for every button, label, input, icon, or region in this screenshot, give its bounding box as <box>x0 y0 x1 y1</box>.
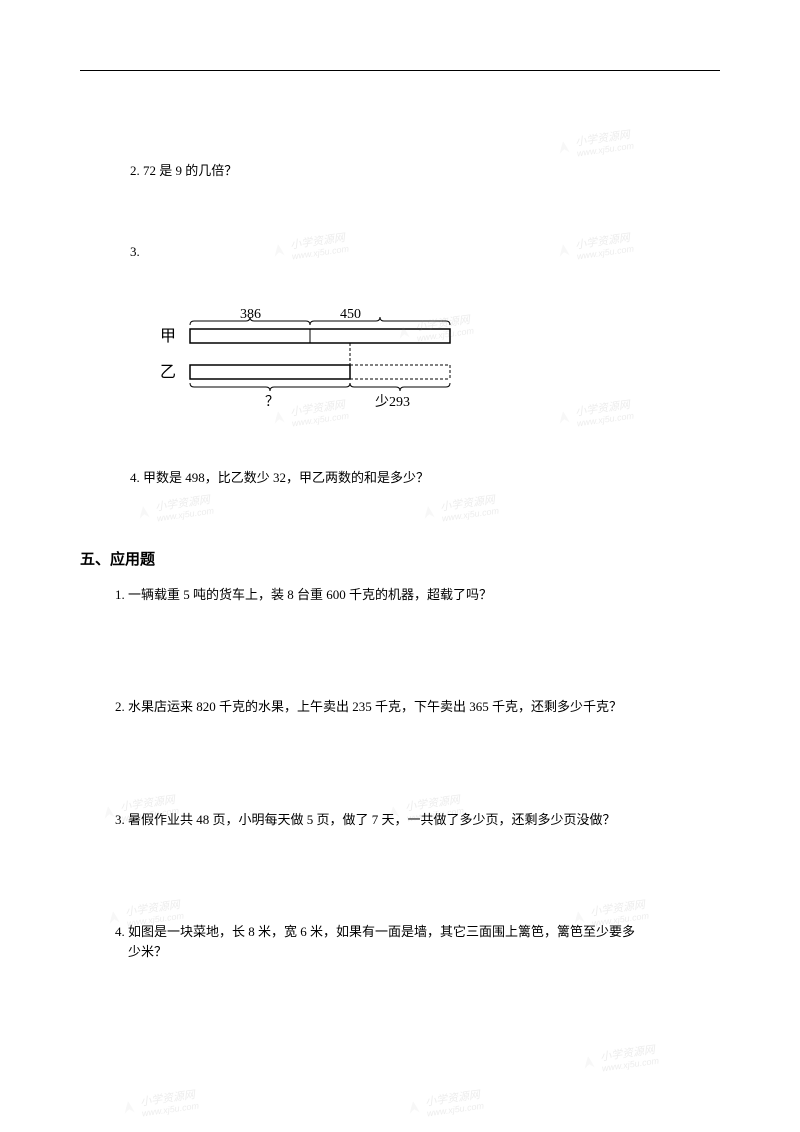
app-question-2: 2. 水果店运来 820 千克的水果，上午卖出 235 千克，下午卖出 365 … <box>115 696 720 718</box>
jia-bar <box>190 329 450 343</box>
app-question-3: 3. 暑假作业共 48 页，小明每天做 5 页，做了 7 天，一共做了多少页，还… <box>115 809 720 831</box>
watermark: 小学资源网 www.xj5u.com <box>554 130 635 163</box>
bar-diagram: 386 450 甲 乙 ？ 少293 <box>140 303 720 428</box>
diagram-jia-label: 甲 <box>160 328 176 345</box>
section-5-header: 五、应用题 <box>80 548 720 569</box>
diagram-svg: 386 450 甲 乙 ？ 少293 <box>140 303 470 423</box>
diagram-yi-label: 乙 <box>160 364 176 381</box>
top-divider <box>80 70 720 71</box>
yi-bar <box>190 365 350 379</box>
question-2: 2. 72 是 9 的几倍？ <box>130 161 720 182</box>
app-question-1: 1. 一辆载重 5 吨的货车上，装 8 台重 600 千克的机器，超载了吗？ <box>115 584 720 606</box>
watermark: 小学资源网 www.xj5u.com <box>119 1090 200 1123</box>
brace-shao <box>350 383 450 391</box>
watermark: 小学资源网 www.xj5u.com <box>579 1045 660 1078</box>
question-4: 4. 甲数是 498，比乙数少 32，甲乙两数的和是多少？ <box>130 468 720 489</box>
watermark: 小学资源网 www.xj5u.com <box>134 495 215 528</box>
app-q4-line1: 4. 如图是一块菜地，长 8 米，宽 6 米，如果有一面是墙，其它三面围上篱笆，… <box>115 924 635 939</box>
app-question-4: 4. 如图是一块菜地，长 8 米，宽 6 米，如果有一面是墙，其它三面围上篱笆，… <box>115 921 720 943</box>
watermark: 小学资源网 www.xj5u.com <box>404 1090 485 1123</box>
diagram-label-450: 450 <box>340 307 361 322</box>
diagram-question-mark: ？ <box>265 395 279 410</box>
watermark: 小学资源网 www.xj5u.com <box>419 495 500 528</box>
brace-question <box>190 383 350 391</box>
brace-450 <box>310 317 450 325</box>
app-q4-line2: 少米？ <box>128 941 720 960</box>
diagram-shao-293: 少293 <box>375 394 410 410</box>
question-3-label: 3. <box>130 242 720 263</box>
